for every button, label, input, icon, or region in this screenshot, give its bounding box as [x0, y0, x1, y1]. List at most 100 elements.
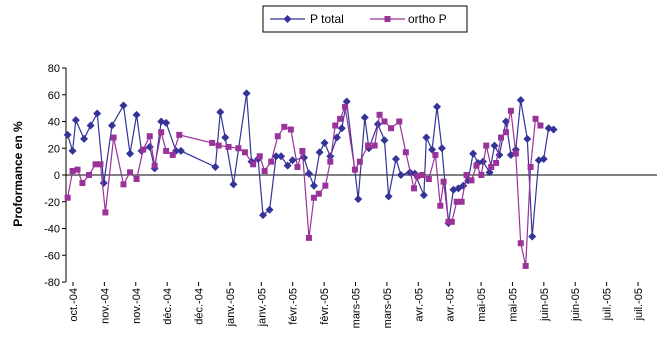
data-point-ortho-p: [498, 134, 505, 141]
data-point-p-total: [93, 109, 102, 118]
data-point-p-total: [384, 192, 393, 201]
y-tick-label: -40: [44, 224, 60, 236]
x-tick-label: juil.-05: [602, 288, 614, 321]
data-point-p-total: [300, 153, 309, 162]
data-point-p-total: [326, 152, 335, 161]
data-point-ortho-p: [281, 123, 288, 130]
axes: 80 60 40 20 0 -20 -40 -60 -80 oct.-04 nov.-04 nov.-…: [44, 63, 657, 328]
data-point-ortho-p: [478, 172, 485, 178]
legend-label-p-total: P total: [310, 12, 344, 26]
data-point-p-total: [422, 133, 431, 142]
data-point-ortho-p: [517, 240, 524, 247]
x-tick-label: juin-05: [539, 288, 551, 322]
data-point-ortho-p: [85, 172, 92, 178]
data-point-ortho-p: [488, 163, 495, 170]
x-tick-label: mars-05: [382, 288, 394, 328]
data-point-ortho-p: [493, 159, 500, 166]
data-point-p-total: [309, 181, 318, 190]
x-tick-label: déc.-04: [162, 288, 174, 325]
series-layer: [63, 89, 558, 269]
data-point-ortho-p: [261, 167, 268, 174]
data-point-ortho-p: [74, 166, 81, 173]
data-point-p-total: [176, 146, 185, 155]
data-point-p-total: [437, 144, 446, 153]
x-tick-label: nov.-04: [131, 288, 143, 324]
data-point-ortho-p: [97, 161, 104, 168]
data-point-ortho-p: [473, 162, 480, 169]
x-tick-label: mai-05: [476, 288, 488, 322]
data-point-ortho-p: [463, 172, 470, 178]
data-point-ortho-p: [432, 151, 439, 158]
data-point-ortho-p: [287, 126, 294, 133]
series-ortho-p: [64, 103, 544, 269]
legend-entry-ortho-p: ortho P: [370, 12, 447, 26]
data-point-ortho-p: [215, 142, 222, 149]
y-axis-label: Proformance en %: [11, 121, 25, 227]
data-point-ortho-p: [250, 161, 257, 168]
data-point-ortho-p: [133, 176, 140, 183]
data-point-p-total: [320, 138, 329, 147]
data-point-ortho-p: [512, 150, 519, 157]
data-point-p-total: [126, 149, 135, 158]
data-point-p-total: [396, 171, 405, 179]
data-point-p-total: [119, 101, 128, 110]
data-point-ortho-p: [458, 198, 465, 205]
data-point-ortho-p: [151, 162, 158, 169]
x-tick-label: mars-05: [351, 288, 363, 328]
data-point-p-total: [380, 136, 389, 145]
data-point-p-total: [360, 113, 369, 122]
data-point-ortho-p: [158, 129, 165, 136]
data-point-ortho-p: [537, 122, 544, 129]
data-point-p-total: [516, 96, 525, 105]
data-point-ortho-p: [235, 145, 242, 152]
data-point-p-total: [211, 162, 220, 171]
data-point-ortho-p: [342, 103, 349, 110]
x-tick-label: juin-05: [570, 288, 582, 322]
data-point-ortho-p: [419, 172, 426, 178]
data-point-ortho-p: [256, 153, 263, 160]
data-point-ortho-p: [425, 176, 432, 183]
y-tick-label: 20: [48, 143, 60, 155]
data-point-ortho-p: [69, 167, 76, 174]
y-tick-label: -60: [44, 250, 60, 262]
data-point-p-total: [391, 154, 400, 163]
data-point-p-total: [259, 211, 267, 220]
data-point-p-total: [337, 124, 346, 133]
data-point-ortho-p: [381, 118, 388, 125]
data-point-ortho-p: [356, 158, 363, 165]
data-point-ortho-p: [169, 151, 176, 158]
data-point-ortho-p: [396, 118, 403, 125]
data-point-ortho-p: [294, 163, 301, 170]
data-point-ortho-p: [305, 234, 312, 241]
data-point-ortho-p: [79, 180, 86, 187]
y-tick-label: -20: [44, 197, 60, 209]
data-point-ortho-p: [337, 115, 344, 122]
data-point-p-total: [221, 133, 230, 142]
x-tick-label: janv.-05: [256, 288, 268, 327]
data-point-p-total: [469, 149, 478, 158]
data-point-p-total: [523, 134, 532, 143]
data-point-ortho-p: [532, 115, 539, 122]
x-tick-label: janv.-05: [225, 288, 237, 327]
data-point-ortho-p: [102, 209, 109, 216]
x-tick-label: mai-05: [507, 288, 519, 322]
data-point-ortho-p: [225, 143, 232, 150]
data-point-ortho-p: [64, 194, 71, 201]
data-point-ortho-p: [92, 161, 99, 168]
data-point-p-total: [342, 97, 351, 106]
data-point-ortho-p: [176, 131, 183, 138]
data-point-p-total: [272, 152, 281, 161]
legend-marker-ortho-p: [384, 16, 391, 22]
x-tick-label: févr.-05: [319, 288, 331, 325]
data-point-p-total: [107, 121, 116, 130]
data-point-p-total: [332, 133, 341, 142]
data-point-p-total: [539, 154, 548, 163]
data-point-p-total: [304, 169, 313, 178]
y-tick-label: 0: [54, 170, 60, 182]
data-point-ortho-p: [127, 169, 134, 176]
legend-label-ortho-p: ortho P: [408, 12, 447, 26]
x-tick-label: avr.-05: [413, 288, 425, 322]
x-tick-label: juil.-05: [633, 288, 645, 321]
data-point-p-total: [549, 125, 558, 134]
